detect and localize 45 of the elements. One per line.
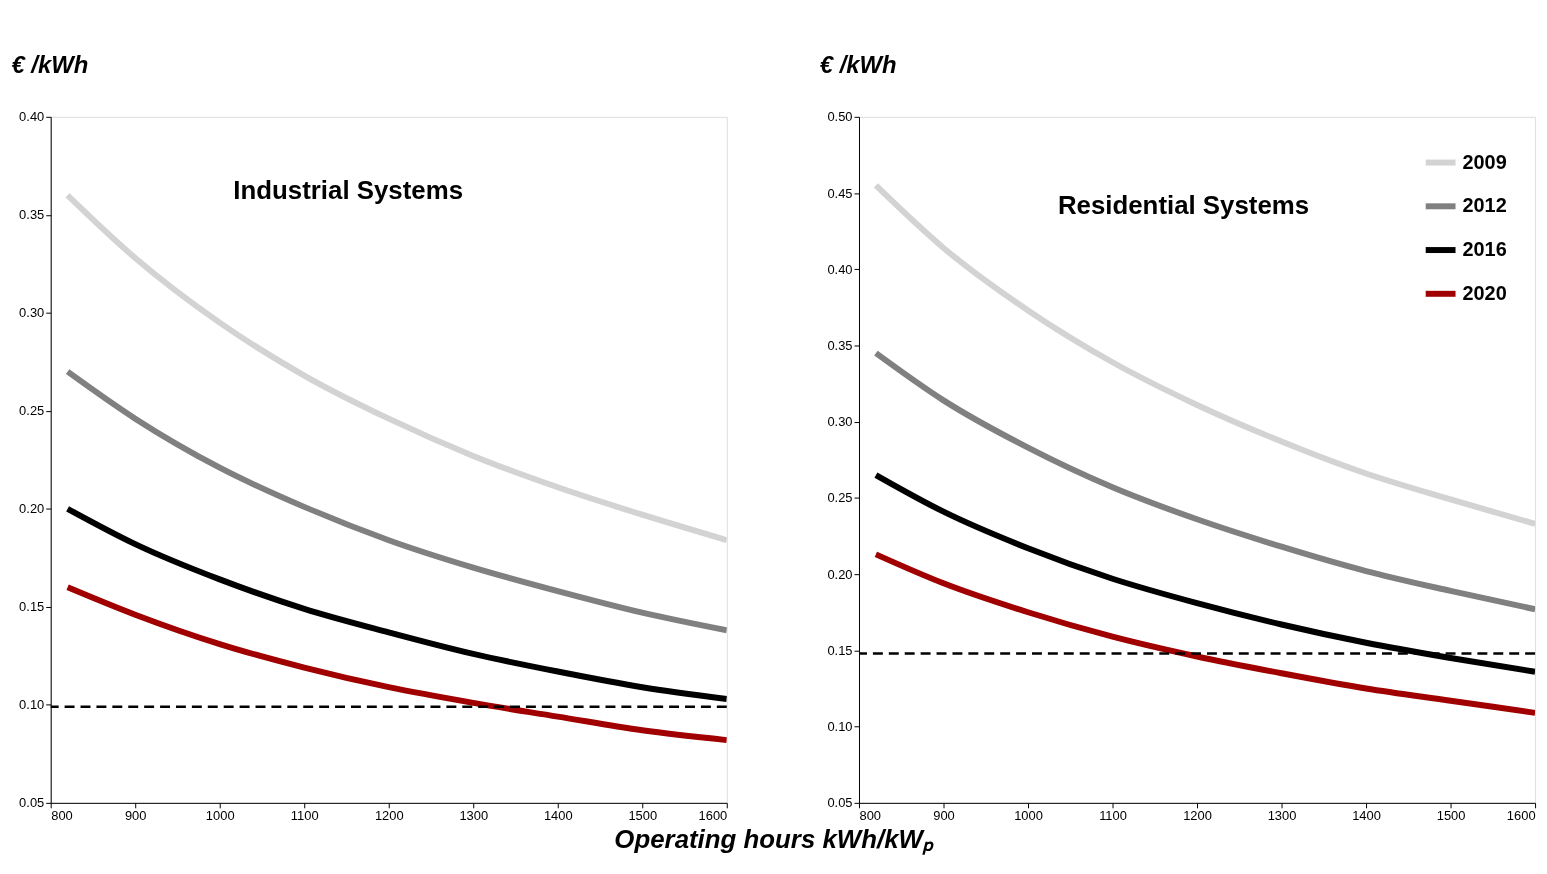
y-tick-label: 0.50 [827, 109, 853, 125]
y-tick-label: 0.40 [827, 261, 853, 277]
x-tick-label: 1000 [205, 808, 235, 824]
y-tick-label: 0.10 [19, 697, 45, 713]
x-tick-label: 1600 [698, 808, 728, 824]
x-tick-label: 1600 [1506, 808, 1536, 824]
x-tick-label: 1400 [1352, 808, 1381, 824]
legend-label: 2016 [1462, 238, 1507, 261]
y-axis-title: € /kWh [819, 50, 897, 78]
x-tick-label: 1500 [628, 808, 658, 824]
y-tick-label: 0.15 [827, 642, 853, 658]
y-tick-label: 0.10 [827, 719, 853, 735]
legend-label: 2020 [1462, 281, 1507, 304]
y-tick-label: 0.40 [19, 109, 45, 125]
text: Residential Systems [1057, 191, 1310, 220]
x-tick-label: 800 [859, 808, 882, 824]
x-axis-title: Operating hours kWh/kWₚ [614, 825, 934, 856]
x-tick-label: 1000 [1014, 808, 1043, 824]
x-tick-label: 800 [51, 808, 73, 824]
x-tick-label: 1100 [1099, 808, 1127, 824]
text: Industrial Systems [233, 176, 464, 205]
y-tick-label: 0.20 [827, 566, 853, 582]
y-axis-title: € /kWh [11, 50, 89, 78]
x-tick-label: 1300 [1267, 808, 1297, 824]
x-tick-label: 1500 [1436, 808, 1466, 824]
y-tick-label: 0.30 [19, 305, 45, 321]
y-tick-label: 0.35 [19, 207, 45, 223]
legend-label: 2012 [1462, 194, 1507, 217]
y-tick-label: 0.45 [827, 185, 853, 201]
y-tick-label: 0.20 [19, 501, 45, 517]
x-tick-label: 900 [933, 808, 955, 824]
y-tick-label: 0.30 [827, 414, 853, 430]
y-tick-label: 0.25 [19, 403, 45, 419]
y-tick-label: 0.25 [827, 490, 853, 506]
y-tick-label: 0.15 [19, 599, 45, 615]
y-tick-label: 0.05 [19, 795, 45, 811]
x-tick-label: 1200 [1183, 808, 1212, 824]
x-tick-label: 1100 [290, 808, 319, 824]
y-tick-label: 0.35 [827, 337, 853, 353]
legend-label: 2009 [1462, 150, 1507, 173]
x-tick-label: 1400 [543, 808, 573, 824]
x-tick-label: 1300 [459, 808, 489, 824]
x-tick-label: 1200 [374, 808, 404, 824]
x-tick-label: 900 [124, 808, 147, 824]
y-tick-label: 0.05 [827, 795, 853, 811]
